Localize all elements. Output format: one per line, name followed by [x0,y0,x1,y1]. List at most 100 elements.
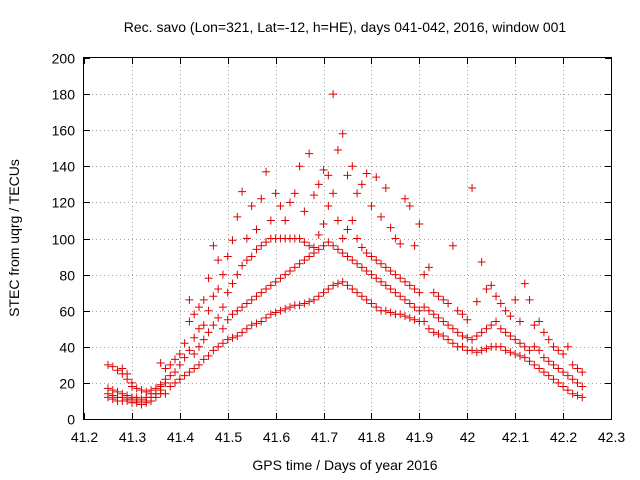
data-point [501,328,510,337]
x-tick-label: 41.9 [406,429,433,445]
data-point [549,342,558,351]
data-point [281,270,290,279]
data-point [257,288,266,297]
data-point [377,212,386,221]
data-point [180,353,189,362]
data-point [381,183,390,192]
data-point [367,270,376,279]
data-point [266,281,275,290]
data-point [262,167,271,176]
data-point [266,216,275,225]
y-tick-label: 0 [67,412,75,428]
data-point [228,333,237,342]
data-point [563,342,572,351]
data-point [309,243,318,252]
data-point [300,299,309,308]
data-point [343,225,352,234]
data-point [209,321,218,330]
data-point [429,288,438,297]
data-point [295,259,304,268]
data-point [127,382,136,391]
data-point [573,391,582,400]
data-point [118,389,127,398]
data-point [190,333,199,342]
data-point [439,331,448,340]
data-point [238,328,247,337]
data-point [319,165,328,174]
data-point [281,216,290,225]
data-point [520,342,529,351]
data-point [175,360,184,369]
data-point [400,194,409,203]
data-point [238,187,247,196]
data-point [472,331,481,340]
data-point [400,295,409,304]
data-point [305,297,314,306]
data-point [161,375,170,384]
data-point [338,277,347,286]
data-point [544,335,553,344]
data-point [233,212,242,221]
data-point [199,355,208,364]
data-point [242,256,251,265]
data-point [343,252,352,261]
data-point [367,202,376,211]
data-point [515,351,524,360]
data-point [166,360,175,369]
data-point [448,339,457,348]
data-point [458,342,467,351]
data-point [103,360,112,369]
data-point [228,310,237,319]
data-point [276,202,285,211]
y-tick-label: 100 [52,232,76,248]
data-point [305,252,314,261]
data-point [477,328,486,337]
data-point [559,382,568,391]
data-point [377,277,386,286]
data-point [190,350,199,359]
data-point [151,384,160,393]
data-point [257,317,266,326]
data-point [214,256,223,265]
data-point [477,257,486,266]
data-point [439,317,448,326]
data-point [171,378,180,387]
data-point [424,324,433,333]
data-point [372,274,381,283]
y-tick-label: 200 [52,51,76,67]
data-point [386,266,395,275]
data-point [147,386,156,395]
data-point [429,328,438,337]
data-point [482,285,491,294]
data-point [185,346,194,355]
data-point [185,368,194,377]
data-point [410,285,419,294]
data-point [333,216,342,225]
data-point [396,292,405,301]
data-point [300,256,309,265]
data-point [362,248,371,257]
data-point [362,295,371,304]
data-point [530,342,539,351]
data-point [357,263,366,272]
data-point [262,285,271,294]
data-point [472,348,481,357]
data-point [118,364,127,373]
y-tick-label: 40 [59,340,75,356]
x-tick-label: 41.6 [263,429,290,445]
data-point [501,306,510,315]
data-point [333,146,342,155]
data-point [458,310,467,319]
data-point [252,319,261,328]
data-point [367,299,376,308]
data-point [214,313,223,322]
data-point [324,285,333,294]
data-point [132,384,141,393]
data-point [444,321,453,330]
y-tick-label: 80 [59,268,75,284]
data-point [563,386,572,395]
data-point [348,256,357,265]
data-point [343,171,352,180]
data-point [214,285,223,294]
data-point [448,241,457,250]
